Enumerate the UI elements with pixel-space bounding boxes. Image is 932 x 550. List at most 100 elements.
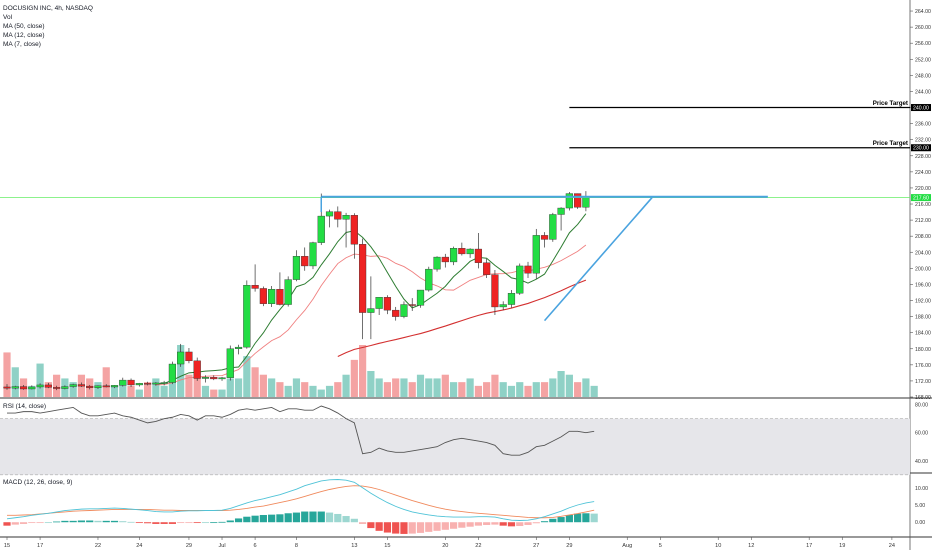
macd-histogram-bar [392,522,400,534]
candle-body [458,248,466,255]
macd-histogram-bar [36,522,44,524]
candle-body [234,346,243,349]
time-tick-label: 8 [295,543,298,549]
rsi-label[interactable]: RSI (14, close) [3,403,46,410]
candle-body [77,384,86,387]
time-tick-label: 13 [351,543,357,549]
macd-histogram-bar [416,522,425,533]
symbol-title[interactable]: DOCUSIGN INC, 4h, NASDAQ [3,5,93,12]
candle-body [383,297,392,311]
volume-bar [325,385,334,397]
legend-ma7[interactable]: MA (7, close) [3,41,41,48]
price-tick-label: 172.00 [915,379,931,385]
candle-body [466,248,474,255]
volume-bar [251,367,259,397]
time-tick-label: 5 [659,543,662,549]
macd-histogram-bar [565,514,573,523]
macd-histogram-bar [243,516,251,523]
volume-bar [491,374,499,397]
macd-histogram-bar [375,522,383,531]
macd-histogram-bar [152,522,160,524]
volume-bar [28,385,36,397]
ma50-line [337,279,587,357]
candle-body [375,297,383,309]
price-tick-label: 168.00 [915,395,931,401]
macd-histogram-bar [53,521,61,523]
volume-bar [44,382,52,397]
volume-bar [532,382,540,397]
macd-tick-label: 0.00 [915,520,925,526]
price-tick-label: 176.00 [915,363,931,369]
volume-bar [268,378,276,397]
legend-ma50[interactable]: MA (50, close) [3,23,45,30]
volume-bar [342,374,350,397]
price-tick-label: 220.00 [915,186,931,192]
macd-histogram-bar [474,522,482,526]
macd-histogram-bar [102,520,110,523]
candle-body [549,214,557,240]
macd-histogram-bar [226,520,234,523]
volume-bar [94,382,102,397]
macd-histogram-bar [400,522,408,534]
macd-label[interactable]: MACD (12, 26, close, 9) [3,479,73,486]
macd-histogram-bar [549,518,557,523]
price-tick-label: 180.00 [915,347,931,353]
macd-histogram-bar [317,511,325,523]
candle-body [251,285,259,289]
macd-histogram-bar [77,520,86,523]
price-tick-label: 184.00 [915,331,931,337]
macd-histogram-bar [383,522,392,533]
macd-histogram-bar [466,522,474,527]
candle-body [540,235,549,240]
candle-body [317,215,325,243]
macd-histogram-bar [119,521,127,523]
price-tick-label: 256.00 [915,41,931,47]
time-tick-label: 15 [4,543,10,549]
volume-bar [152,378,160,397]
candle-body [416,289,425,306]
volume-bar [392,378,400,397]
macd-histogram-bar [201,522,210,524]
volume-bar [350,359,358,397]
macd-histogram-bar [408,522,416,534]
price-tick-label: 200.00 [915,266,931,272]
drawings[interactable]: Price Target Price Target [0,100,910,322]
volume-bar [557,371,565,397]
candlesticks[interactable] [3,191,590,391]
legend-vol[interactable]: Vol [3,14,13,21]
time-tick-label: 20 [442,543,448,549]
target-label: Price Target [873,100,908,107]
time-axis[interactable]: 15 17 22 24 29 Jul 6 8 13 15 20 22 27 29 Aug 5 10 12 17 19 2… [4,537,895,549]
macd-histogram-bar [507,522,516,527]
candle-body [127,379,135,386]
price-tick-label: 192.00 [915,299,931,305]
price-tick-label: 248.00 [915,73,931,79]
candle-body [243,285,251,348]
legend-ma12[interactable]: MA (12, close) [3,32,45,39]
candle-body [474,248,482,263]
price-tick-label: 204.00 [915,250,931,256]
candle-body [102,385,110,388]
volume-bar [276,382,284,397]
candle-body [284,279,292,305]
macd-histogram-bar [433,522,441,531]
macd-histogram-bar [185,522,193,524]
macd-histogram-bar [458,522,466,528]
target-label: Price Target [873,140,908,147]
target-price-tag [911,144,931,152]
macd-histogram-bar [19,522,28,524]
candle-body [565,193,573,209]
volume-bar [69,382,77,397]
macd-histogram-bar [342,516,350,523]
price-axis[interactable]: 168.00 172.00 176.00 180.00 184.00 188.00 192.… [910,9,931,526]
volume-bar [301,382,309,397]
candle-body [574,193,582,208]
volume-bar [425,378,433,397]
time-tick-label: 17 [37,543,43,549]
macd-histogram-bar [516,522,524,527]
macd-signal-line [7,485,595,519]
macd-histogram-bar [143,522,152,524]
candle-body [292,256,301,280]
candle-body [268,289,276,304]
